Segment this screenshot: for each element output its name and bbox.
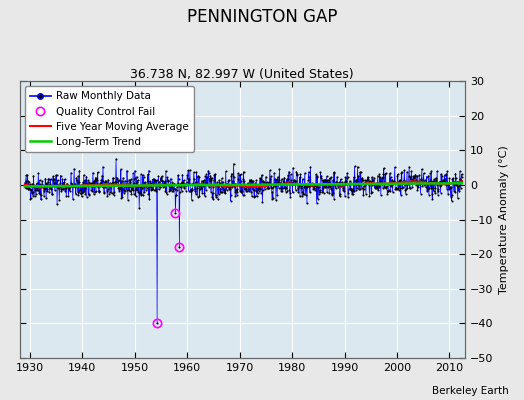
Text: Berkeley Earth: Berkeley Earth [432,386,508,396]
Text: PENNINGTON GAP: PENNINGTON GAP [187,8,337,26]
Legend: Raw Monthly Data, Quality Control Fail, Five Year Moving Average, Long-Term Tren: Raw Monthly Data, Quality Control Fail, … [25,86,194,152]
Title: 36.738 N, 82.997 W (United States): 36.738 N, 82.997 W (United States) [130,68,354,81]
Y-axis label: Temperature Anomaly (°C): Temperature Anomaly (°C) [499,145,509,294]
